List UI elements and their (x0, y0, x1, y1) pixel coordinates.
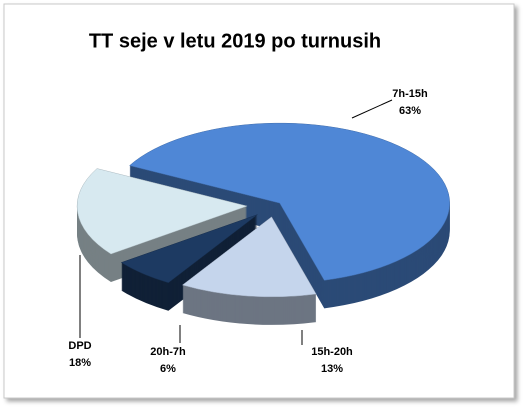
value-label: 63% (399, 105, 421, 117)
category-label: 15h-20h (311, 346, 353, 358)
pie (76, 122, 450, 325)
category-label: DPD (68, 340, 91, 352)
category-label: 20h-7h (150, 346, 186, 358)
slice (76, 168, 248, 255)
chart-title: TT seje v letu 2019 po turnusih (89, 30, 381, 52)
slice (129, 122, 450, 281)
slice (181, 216, 317, 298)
value-label: 6% (160, 363, 176, 375)
labels: 7h-15h 63% 15h-20h 13% 20h-7h 6% DPD 18% (68, 88, 428, 375)
value-label: 13% (321, 363, 343, 375)
value-label: 18% (69, 357, 91, 369)
leader-line (351, 99, 393, 119)
slice (120, 214, 258, 284)
category-label: 7h-15h (392, 88, 428, 100)
